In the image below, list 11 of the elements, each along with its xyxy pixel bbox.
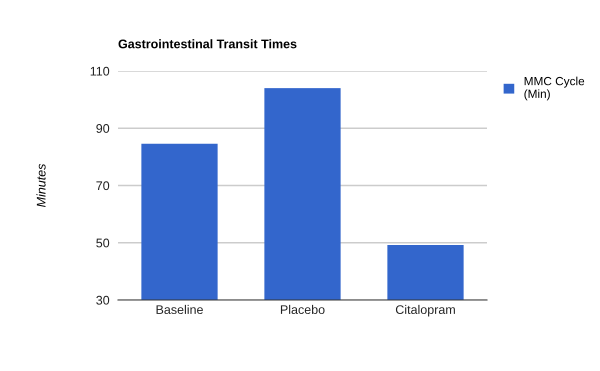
- legend-label: MMC Cycle (Min): [524, 76, 584, 100]
- x-tick-label: Citalopram: [396, 304, 455, 317]
- chart-title: Gastrointestinal Transit Times: [118, 39, 296, 48]
- y-tick-label: 30: [96, 296, 110, 305]
- y-tick-label: 90: [96, 124, 110, 133]
- y-tick-label: 50: [96, 238, 110, 248]
- y-axis-title: Minutes: [36, 164, 46, 207]
- y-tick-label: 110: [90, 66, 110, 76]
- x-tick-label: Placebo: [280, 304, 325, 314]
- x-tick-label: Baseline: [156, 304, 203, 314]
- y-tick-label: 70: [96, 181, 110, 190]
